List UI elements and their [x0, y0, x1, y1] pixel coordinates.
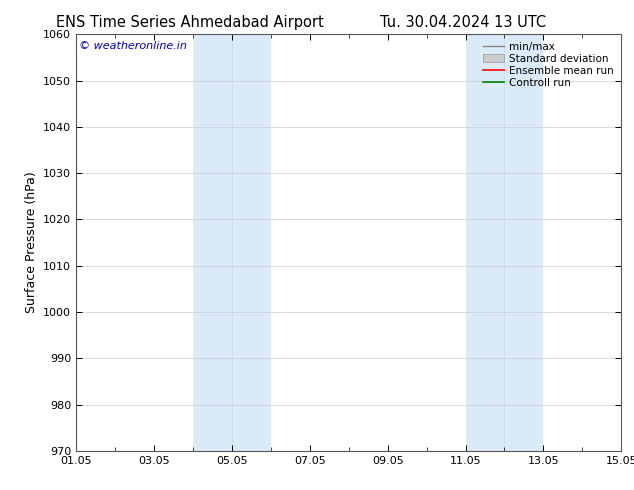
Y-axis label: Surface Pressure (hPa): Surface Pressure (hPa)	[25, 172, 37, 314]
Title: ENS Time Series Ahmedabad Airport    Tu. 30.04.2024 13 UTC: ENS Time Series Ahmedabad Airport Tu. 30…	[0, 489, 1, 490]
Bar	[505, 34, 543, 451]
Text: ENS Time Series Ahmedabad Airport: ENS Time Series Ahmedabad Airport	[56, 15, 324, 30]
Bar	[232, 34, 271, 451]
Legend: min/max, Standard deviation, Ensemble mean run, Controll run: min/max, Standard deviation, Ensemble me…	[481, 40, 616, 90]
Text: © weatheronline.in: © weatheronline.in	[79, 41, 186, 50]
Bar	[193, 34, 232, 451]
Text: Tu. 30.04.2024 13 UTC: Tu. 30.04.2024 13 UTC	[380, 15, 546, 30]
Bar	[465, 34, 505, 451]
